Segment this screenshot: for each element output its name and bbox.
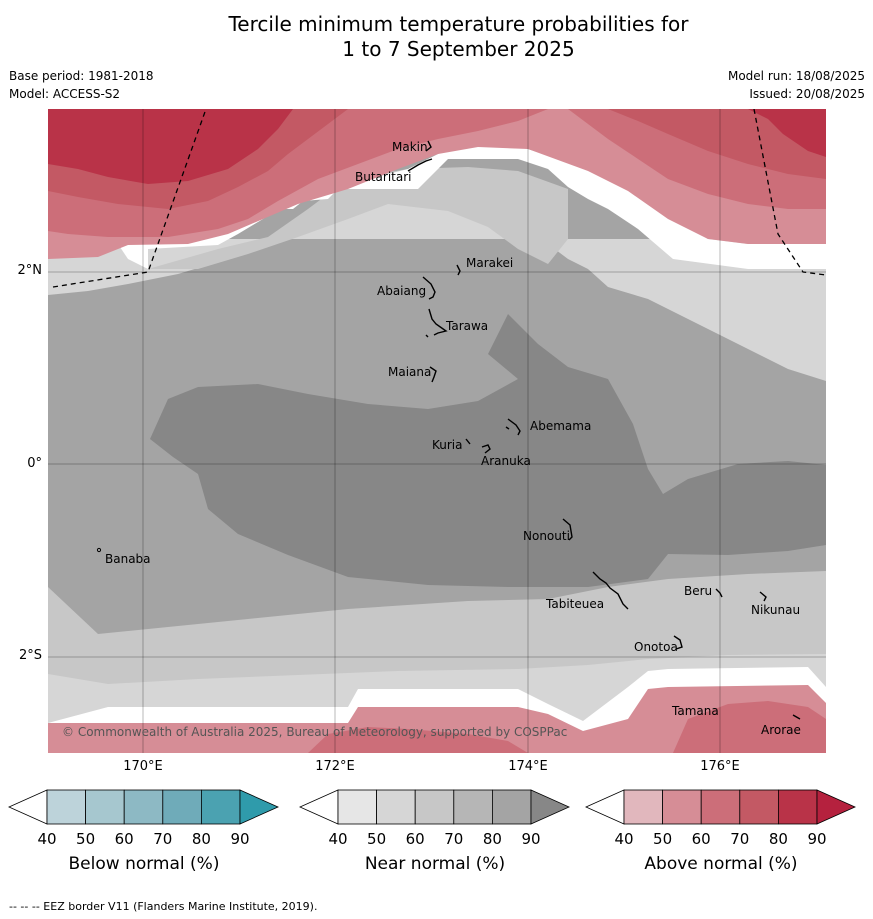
colorbar-tick-label: 70 [444,830,463,848]
place-label: Tamana [671,704,719,718]
banaba-island [96,547,102,553]
colorbar-tick-label: 50 [653,830,672,848]
meta-left: Base period: 1981-2018 Model: ACCESS-S2 [9,67,154,103]
above-normal-80-northwest [48,109,293,184]
colorbar-segment [123,789,164,825]
copyright-notice: © Commonwealth of Australia 2025, Bureau… [62,725,567,739]
eez-note: -- -- -- EEZ border V11 (Flanders Marine… [9,900,318,913]
colorbar-segment [662,789,702,825]
place-label: Abemama [530,419,591,433]
place-label: Onotoa [634,640,678,654]
above-normal-60-south [308,727,528,753]
colorbar-extend-low [8,789,48,825]
place-label: Beru [684,584,712,598]
lat-label: 2°N [17,263,43,278]
base-period: Base period: 1981-2018 [9,69,154,83]
colorbar-tick-label: 90 [230,830,249,848]
colorbar-segment [739,789,779,825]
colorbar-tick-label: 40 [614,830,633,848]
lon-label: 172°E [315,759,355,774]
above-normal-80-northeast [748,109,826,157]
colorbar-segment [200,789,241,825]
colorbar-segment [623,789,663,825]
colorbar-tick-label: 50 [76,830,95,848]
place-label: Kuria [432,438,463,452]
colorbar-tick-label: 80 [483,830,502,848]
colorbar-extend-high [530,789,570,825]
above-normal-title: Above normal (%) [644,854,798,874]
colorbar-tick-label: 60 [692,830,711,848]
near-normal-50-north [148,167,568,269]
above-normal-colorbar: 40 50 60 70 80 90 [585,789,856,848]
colorbar-tick-label: 90 [807,830,826,848]
below-normal-title: Below normal (%) [68,854,220,874]
place-label: Makin [392,140,428,154]
colorbar-tick-label: 90 [521,830,540,848]
eez-border [52,109,826,288]
colorbar-tick-label: 70 [153,830,172,848]
colorbar-segment [414,789,455,825]
issued-date: Issued: 20/08/2025 [749,87,865,101]
colorbar-segment [700,789,741,825]
colorbar-segment [337,789,377,825]
colorbar-segment [46,789,86,825]
above-normal-70-southeast [673,701,826,753]
place-label: Marakei [466,256,513,270]
place-label: Nonouti [523,529,570,543]
above-normal-70-northeast [608,109,826,179]
colorbar-tick-label: 40 [37,830,56,848]
model-name: Model: ACCESS-S2 [9,87,121,101]
colorbar-tick-label: 80 [769,830,788,848]
probability-map: Makin Butaritari Marakei Abaiang Tarawa … [48,109,826,753]
lon-label: 176°E [700,759,740,774]
place-label: Nikunau [751,603,800,617]
colorbar-tick-label: 80 [192,830,211,848]
place-label: Aranuka [481,454,531,468]
lat-label: 2°S [18,648,42,663]
near-normal-title: Near normal (%) [364,854,506,874]
colorbar-extend-high [239,789,279,825]
place-label: Tarawa [445,319,488,333]
island-outlines [407,140,801,720]
place-label: Maiana [388,365,431,379]
colorbar-tick-label: 50 [367,830,386,848]
map-title: Tercile minimum temperature probabilitie… [228,12,689,61]
place-label: Abaiang [377,284,426,298]
gap-band-north [48,144,826,269]
colorbar-tick-label: 40 [328,830,347,848]
place-label: Tabiteuea [545,597,604,611]
colorbar-segment [85,789,125,825]
place-labels: Makin Butaritari Marakei Abaiang Tarawa … [105,140,801,737]
lon-label: 170°E [123,759,163,774]
lat-label: 0° [27,456,42,471]
colorbar-segment [453,789,493,825]
colorbar-extend-low [585,789,625,825]
meta-right: Model run: 18/08/2025 Issued: 20/08/2025 [728,67,865,103]
colorbar-segment [376,789,416,825]
place-label: Butaritari [355,170,412,184]
map-gridlines [48,109,826,753]
colorbar-segment [777,789,818,825]
model-run: Model run: 18/08/2025 [727,69,865,83]
place-label: Arorae [761,723,801,737]
colorbar-extend-high [816,789,856,825]
below-normal-colorbar: 40 50 60 70 80 90 [8,789,279,848]
place-label: Banaba [105,552,151,566]
near-normal-colorbar: 40 50 60 70 80 90 [299,789,570,848]
above-normal-south [48,685,826,753]
lon-label: 174°E [508,759,548,774]
colorbar-extend-low [299,789,339,825]
near-normal-right-light [588,269,826,381]
colorbar-segment [491,789,532,825]
colorbar-tick-label: 60 [115,830,134,848]
colorbar-segment [162,789,202,825]
colorbar-tick-label: 60 [406,830,425,848]
colorbar-tick-label: 70 [730,830,749,848]
